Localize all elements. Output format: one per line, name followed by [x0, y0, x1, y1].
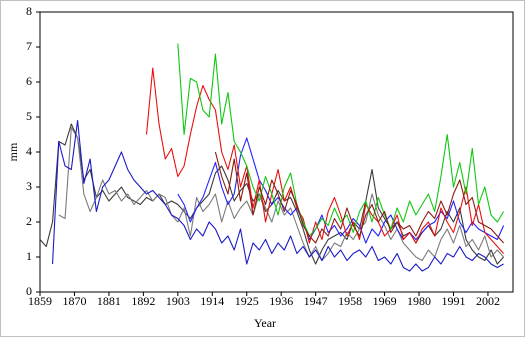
x-tick-label: 1980: [407, 294, 431, 308]
y-tick-label: 1: [26, 249, 32, 263]
series-line: [177, 137, 505, 244]
y-tick-label: 4: [26, 144, 32, 158]
series-line: [51, 119, 504, 272]
y-tick-label: 7: [26, 39, 32, 53]
x-tick-label: 1903: [166, 294, 190, 308]
x-tick-label: 1870: [62, 294, 86, 308]
y-tick-label: 8: [26, 4, 32, 18]
series-line: [214, 151, 505, 244]
x-tick-label: 1859: [28, 294, 52, 308]
x-tick-label: 1936: [269, 294, 293, 308]
x-tick-label: 1991: [441, 294, 465, 308]
y-axis-label: mm: [6, 142, 20, 161]
y-tick-label: 0: [26, 284, 32, 298]
series-line: [177, 43, 505, 237]
x-tick-label: 2002: [476, 294, 500, 308]
x-tick-label: 1947: [304, 294, 328, 308]
y-tick-label: 5: [26, 109, 32, 123]
series-line: [58, 126, 505, 262]
y-tick-label: 6: [26, 74, 32, 88]
y-tick-label: 3: [26, 179, 32, 193]
x-tick-label: 1892: [131, 294, 155, 308]
y-tick-label: 2: [26, 214, 32, 228]
x-axis-label: Year: [254, 316, 276, 330]
x-tick-label: 1958: [338, 294, 362, 308]
x-tick-label: 1914: [200, 294, 224, 308]
plot-area: [39, 11, 514, 293]
series-line: [145, 67, 505, 254]
x-tick-label: 1881: [97, 294, 121, 308]
x-tick-label: 1969: [373, 294, 397, 308]
x-tick-label: 1925: [235, 294, 259, 308]
